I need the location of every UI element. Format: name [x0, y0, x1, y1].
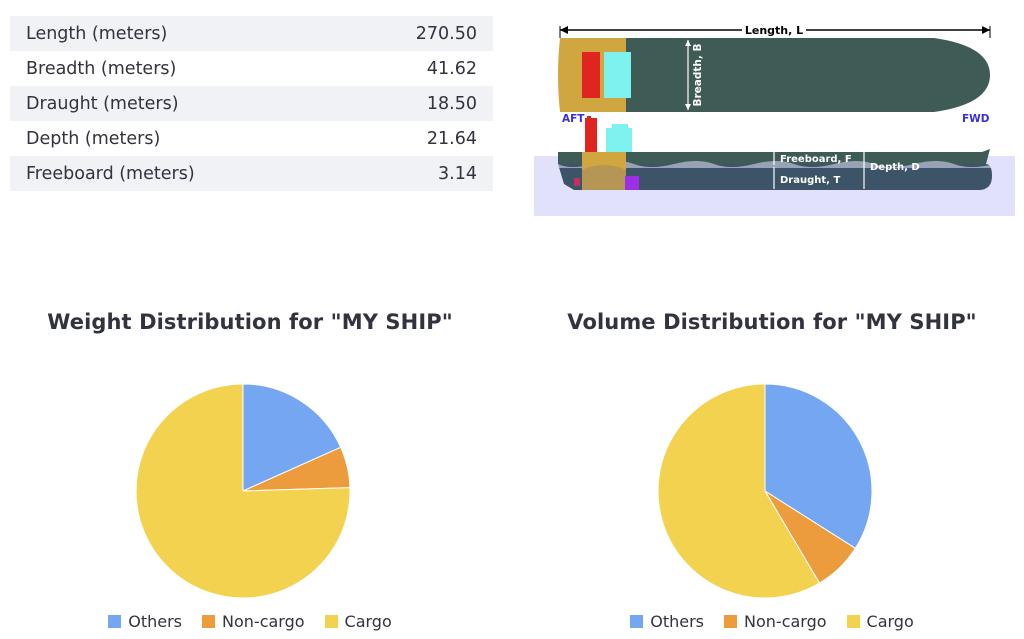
legend-label: Others	[650, 612, 705, 631]
legend-swatch-others	[630, 615, 644, 628]
dimension-row-length: Length (meters) 270.50	[10, 16, 493, 51]
chart-title: Weight Distribution for "MY SHIP"	[47, 310, 453, 334]
legend-label: Cargo	[866, 612, 914, 631]
legend-label: Non-cargo	[744, 612, 827, 631]
dimensions-table: Length (meters) 270.50 Breadth (meters) …	[10, 16, 493, 191]
breadth-arrow-top	[685, 40, 691, 46]
dimension-row-freeboard: Freeboard (meters) 3.14	[10, 156, 493, 191]
dimension-row-breadth: Breadth (meters) 41.62	[10, 51, 493, 86]
dimension-value: 21.64	[426, 128, 477, 149]
funnel-top	[587, 116, 591, 122]
chart-legend: Others Non-cargo Cargo	[15, 612, 485, 631]
legend-item-others[interactable]: Others	[108, 612, 182, 631]
dimension-label: Freeboard (meters)	[26, 163, 195, 184]
engine-room-plan	[582, 52, 600, 98]
legend-label: Others	[128, 612, 183, 631]
legend-item-cargo[interactable]: Cargo	[324, 612, 392, 631]
weight-pie	[135, 383, 351, 599]
volume-distribution-chart: Volume Distribution for "MY SHIP" Others…	[537, 300, 1007, 639]
hull-plan	[560, 38, 990, 112]
aft-label: AFT	[562, 113, 585, 125]
ship-dimensions-diagram: Length, L Breadth, B AFT FWD Freeboard, …	[534, 23, 1015, 216]
pie-slice-others[interactable]	[242, 383, 342, 492]
hull-below-water	[558, 164, 992, 190]
breadth-label: Breadth, B	[692, 43, 704, 106]
chart-legend: Others Non-cargo Cargo	[537, 612, 1007, 631]
dimension-label: Draught (meters)	[26, 93, 179, 114]
length-label: Length, L	[745, 24, 803, 37]
chart-title: Volume Distribution for "MY SHIP"	[567, 310, 977, 334]
dimension-value: 18.50	[426, 93, 477, 114]
pie-slice-others[interactable]	[764, 383, 873, 550]
length-label-bg	[742, 23, 806, 37]
legend-label: Non-cargo	[222, 612, 305, 631]
ship-profile-view: Freeboard, F Draught, T Depth, D	[534, 116, 1015, 216]
bow-thruster	[625, 176, 639, 190]
legend-item-noncargo[interactable]: Non-cargo	[202, 612, 305, 631]
dimension-value: 3.14	[438, 163, 477, 184]
dimension-label: Depth (meters)	[26, 128, 161, 149]
dimension-row-draught: Draught (meters) 18.50	[10, 86, 493, 121]
legend-swatch-cargo	[324, 615, 338, 628]
pie-slice-cargo[interactable]	[135, 383, 351, 599]
depth-label: Depth, D	[870, 162, 920, 173]
legend-swatch-noncargo	[724, 615, 738, 628]
funnel	[585, 118, 597, 152]
draught-label: Draught, T	[780, 175, 840, 186]
superstructure-profile	[606, 128, 632, 152]
length-arrow-right	[982, 26, 990, 34]
breadth-arrow-bottom	[685, 104, 691, 110]
weight-distribution-chart: Weight Distribution for "MY SHIP" Others…	[15, 300, 485, 639]
legend-label: Cargo	[344, 612, 392, 631]
dimension-value: 270.50	[415, 23, 477, 44]
legend-item-noncargo[interactable]: Non-cargo	[724, 612, 827, 631]
superstructure-upper	[612, 124, 628, 130]
legend-item-others[interactable]: Others	[630, 612, 704, 631]
fwd-label: FWD	[962, 113, 990, 125]
freeboard-label: Freeboard, F	[780, 154, 852, 165]
legend-item-cargo[interactable]: Cargo	[846, 612, 914, 631]
dimension-value: 41.62	[426, 58, 477, 79]
length-arrow-left	[560, 26, 568, 34]
rudder	[574, 178, 580, 186]
legend-swatch-others	[108, 615, 122, 628]
legend-swatch-noncargo	[202, 615, 216, 628]
dimension-label: Length (meters)	[26, 23, 168, 44]
dimension-row-depth: Depth (meters) 21.64	[10, 121, 493, 156]
aft-wave-overlay	[582, 165, 626, 190]
ship-plan-view: Length, L Breadth, B	[558, 23, 991, 112]
accommodation-plan	[604, 52, 631, 98]
legend-swatch-cargo	[846, 615, 860, 628]
dimension-label: Breadth (meters)	[26, 58, 177, 79]
volume-pie	[657, 383, 873, 599]
pie-slice-cargo[interactable]	[657, 383, 821, 599]
